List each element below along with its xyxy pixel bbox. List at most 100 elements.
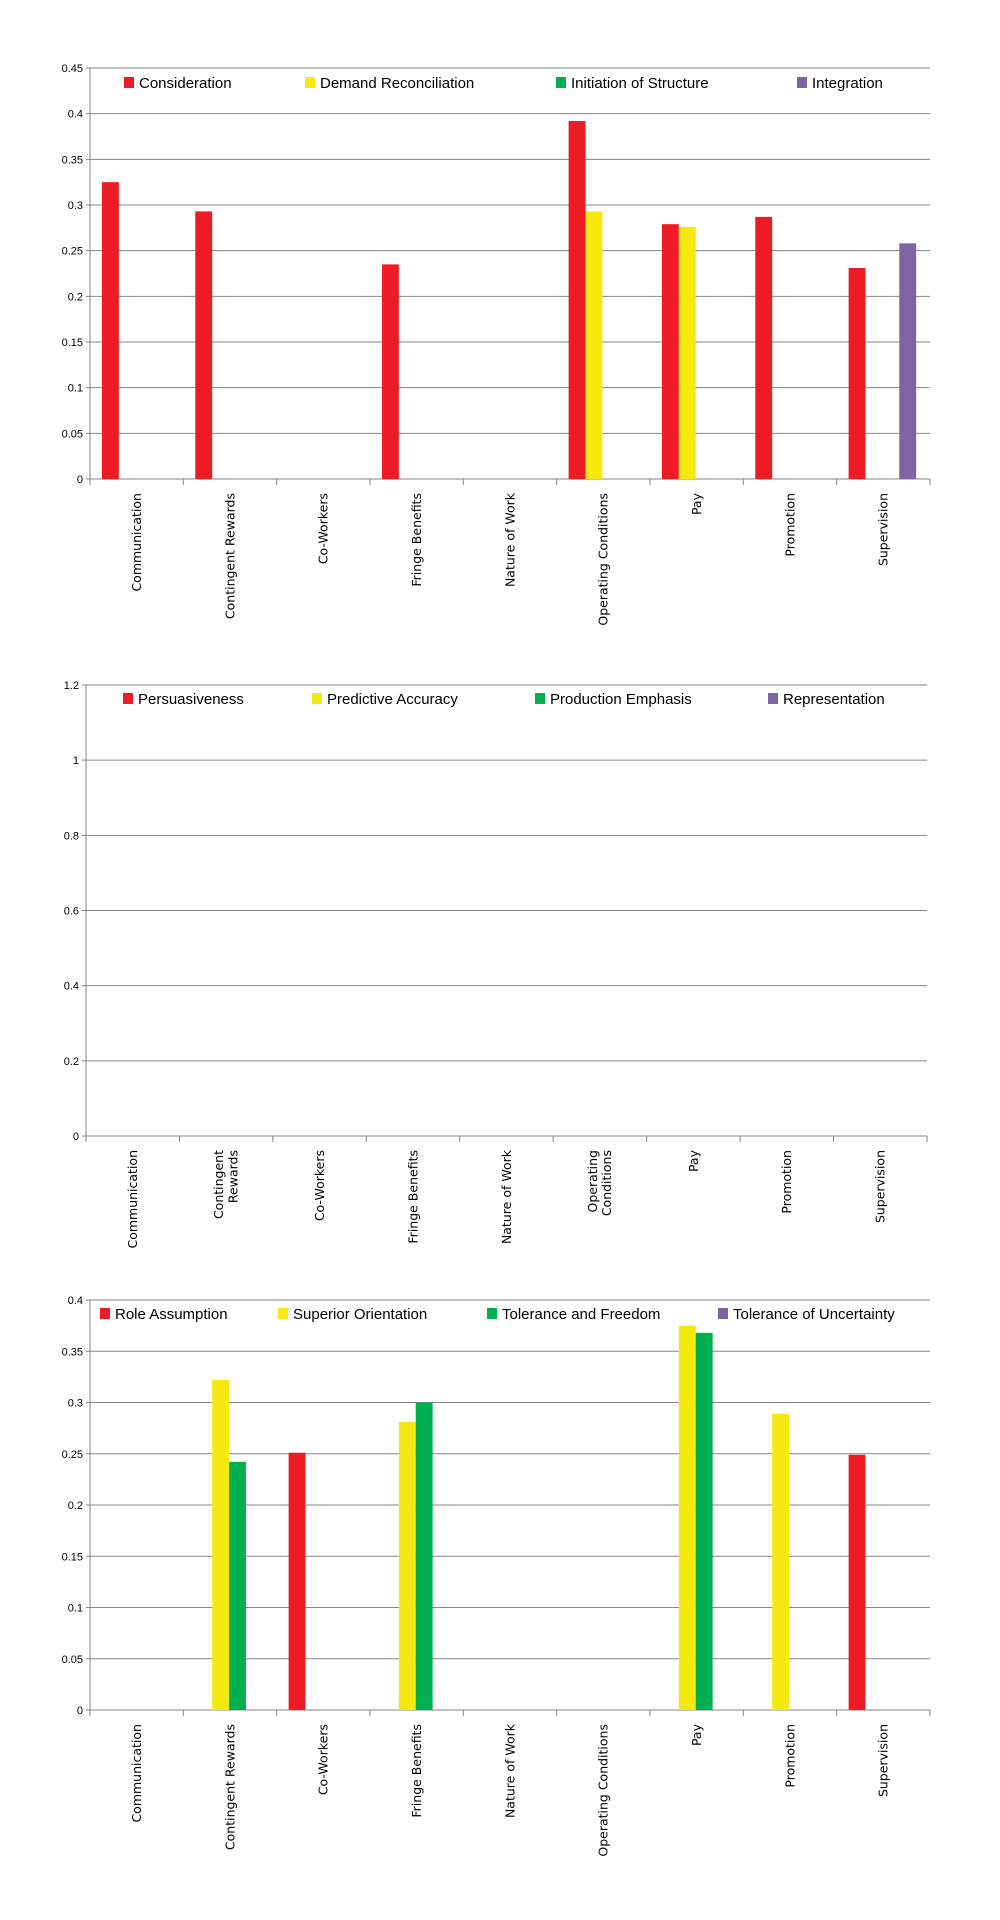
x-category-label: Pay: [686, 1149, 701, 1172]
bar-superior-orientation-fringe-benefits: [398, 1421, 416, 1710]
x-category-label: Promotion: [782, 1724, 797, 1788]
legend-label: Tolerance of Uncertainty: [733, 1306, 895, 1323]
y-tick-label: 0.25: [62, 246, 83, 258]
x-category-label: Nature of Work: [502, 1723, 517, 1818]
x-category-label: Pay: [689, 492, 704, 515]
bar-consideration-contingent-rewards: [195, 211, 213, 480]
y-tick-label: 0: [73, 1131, 79, 1143]
y-tick-label: 0.05: [62, 428, 83, 440]
x-category-label: OperatingConditions: [585, 1150, 614, 1216]
x-category-label: Communication: [129, 1724, 144, 1823]
x-category-label: Communication: [125, 1150, 140, 1249]
y-tick-label: 0.4: [64, 981, 79, 993]
legend-label: Persuasiveness: [138, 691, 244, 708]
legend-swatch: [718, 1308, 728, 1319]
legend-swatch: [556, 77, 566, 88]
y-tick-label: 0.3: [68, 1398, 83, 1410]
y-tick-label: 0.3: [68, 200, 83, 212]
legend-label: Initiation of Structure: [571, 75, 709, 92]
bar-consideration-operating-conditions: [568, 120, 586, 480]
legend: Consideration Demand Reconciliation Initia…: [124, 75, 883, 92]
y-tick-label: 0.15: [62, 337, 83, 349]
chart-1: 0 0.05 0.1 0.15 0.2 0.25 0.3 0.35 0.4 0.45 Communi…: [62, 63, 931, 626]
y-tick-label: 0.25: [62, 1449, 83, 1461]
legend-swatch: [797, 77, 807, 88]
legend-swatch: [768, 693, 778, 704]
x-category-label: Operating Conditions: [596, 1724, 611, 1857]
bar-superior-orientation-contingent-rewards: [212, 1379, 230, 1710]
y-tick-label: 0.4: [68, 1295, 83, 1307]
legend-label: Representation: [783, 691, 885, 708]
y-tick-label: 0: [77, 474, 83, 486]
y-tick-label: 0: [77, 1705, 83, 1717]
y-tick-label: 0.35: [62, 154, 83, 166]
legend-label: Demand Reconciliation: [320, 75, 474, 92]
y-tick-label: 0.1: [68, 383, 83, 395]
legend-swatch: [312, 693, 322, 704]
bar-role-assumption-co-workers: [288, 1452, 306, 1710]
legend-swatch: [124, 77, 134, 88]
y-tick-label: 0.35: [62, 1346, 83, 1358]
x-category-label: Supervision: [876, 493, 891, 566]
x-category-label: Co-Workers: [312, 1150, 327, 1221]
y-tick-label: 0.2: [64, 1056, 79, 1068]
bar-tolerance-and-freedom-fringe-benefits: [415, 1402, 433, 1710]
legend: Persuasiveness Predictive Accuracy Product…: [123, 691, 885, 708]
legend: Role Assumption Superior Orientation Toler…: [100, 1306, 895, 1323]
bar-integration-supervision: [899, 243, 917, 479]
legend-swatch: [487, 1308, 497, 1319]
legend-swatch: [123, 693, 133, 704]
x-category-label: Communication: [129, 493, 144, 592]
bar-consideration-promotion: [755, 216, 773, 479]
bar-demand-reconciliation-operating-conditions: [585, 211, 603, 480]
y-tick-label: 0.2: [68, 291, 83, 303]
bar-consideration-fringe-benefits: [381, 264, 399, 479]
legend-swatch: [100, 1308, 110, 1319]
y-tick-label: 0.2: [68, 1500, 83, 1512]
legend-swatch: [278, 1308, 288, 1319]
x-category-label: Fringe Benefits: [409, 1724, 424, 1818]
bar-consideration-pay: [661, 224, 679, 479]
x-category-label: Promotion: [782, 493, 797, 557]
x-category-label: Nature of Work: [499, 1149, 514, 1244]
x-category-label: Supervision: [873, 1150, 888, 1223]
legend-swatch: [535, 693, 545, 704]
y-tick-label: 0.6: [64, 906, 79, 918]
legend-label: Superior Orientation: [293, 1306, 427, 1323]
chart-3: 0 0.05 0.1 0.15 0.2 0.25 0.3 0.35 0.4 Communicati…: [62, 1295, 931, 1857]
bar-tolerance-and-freedom-contingent-rewards: [229, 1461, 246, 1710]
x-category-label: Fringe Benefits: [405, 1150, 420, 1244]
y-tick-label: 0.4: [68, 109, 83, 121]
y-tick-label: 0.05: [62, 1654, 83, 1666]
x-category-label: Promotion: [779, 1150, 794, 1214]
y-tick-label: 0.45: [62, 63, 83, 75]
y-tick-label: 0.15: [62, 1551, 83, 1563]
bar-role-assumption-supervision: [848, 1454, 866, 1710]
bar-consideration-communication: [101, 182, 119, 479]
x-category-label: ContingentRewards: [211, 1150, 240, 1219]
legend-label: Predictive Accuracy: [327, 691, 458, 708]
bar-demand-reconciliation-pay: [678, 226, 696, 479]
x-category-label: Fringe Benefits: [409, 493, 424, 587]
bar-consideration-supervision: [848, 268, 866, 479]
bar-tolerance-and-freedom-pay: [695, 1332, 713, 1710]
chart-2: 0 0.2 0.4 0.6 0.8 1 1.2 Communication Contingent…: [64, 680, 928, 1249]
legend-label: Integration: [812, 75, 883, 92]
legend-label: Tolerance and Freedom: [502, 1306, 660, 1323]
x-category-label: Operating Conditions: [596, 493, 611, 626]
bar-superior-orientation-promotion: [772, 1413, 790, 1710]
legend-label: Consideration: [139, 75, 232, 92]
y-tick-label: 0.8: [64, 830, 79, 842]
x-category-label: Contingent Rewards: [222, 1724, 237, 1850]
bar-superior-orientation-pay: [678, 1325, 696, 1710]
x-category-label: Supervision: [876, 1724, 891, 1797]
legend-label: Role Assumption: [115, 1306, 228, 1323]
y-tick-label: 1.2: [64, 680, 79, 692]
y-tick-label: 0.1: [68, 1603, 83, 1615]
x-category-label: Co-Workers: [316, 493, 331, 564]
x-category-label: Co-Workers: [316, 1724, 331, 1795]
legend-label: Production Emphasis: [550, 691, 692, 708]
x-category-label: Contingent Rewards: [222, 493, 237, 619]
y-tick-label: 1: [73, 755, 79, 767]
